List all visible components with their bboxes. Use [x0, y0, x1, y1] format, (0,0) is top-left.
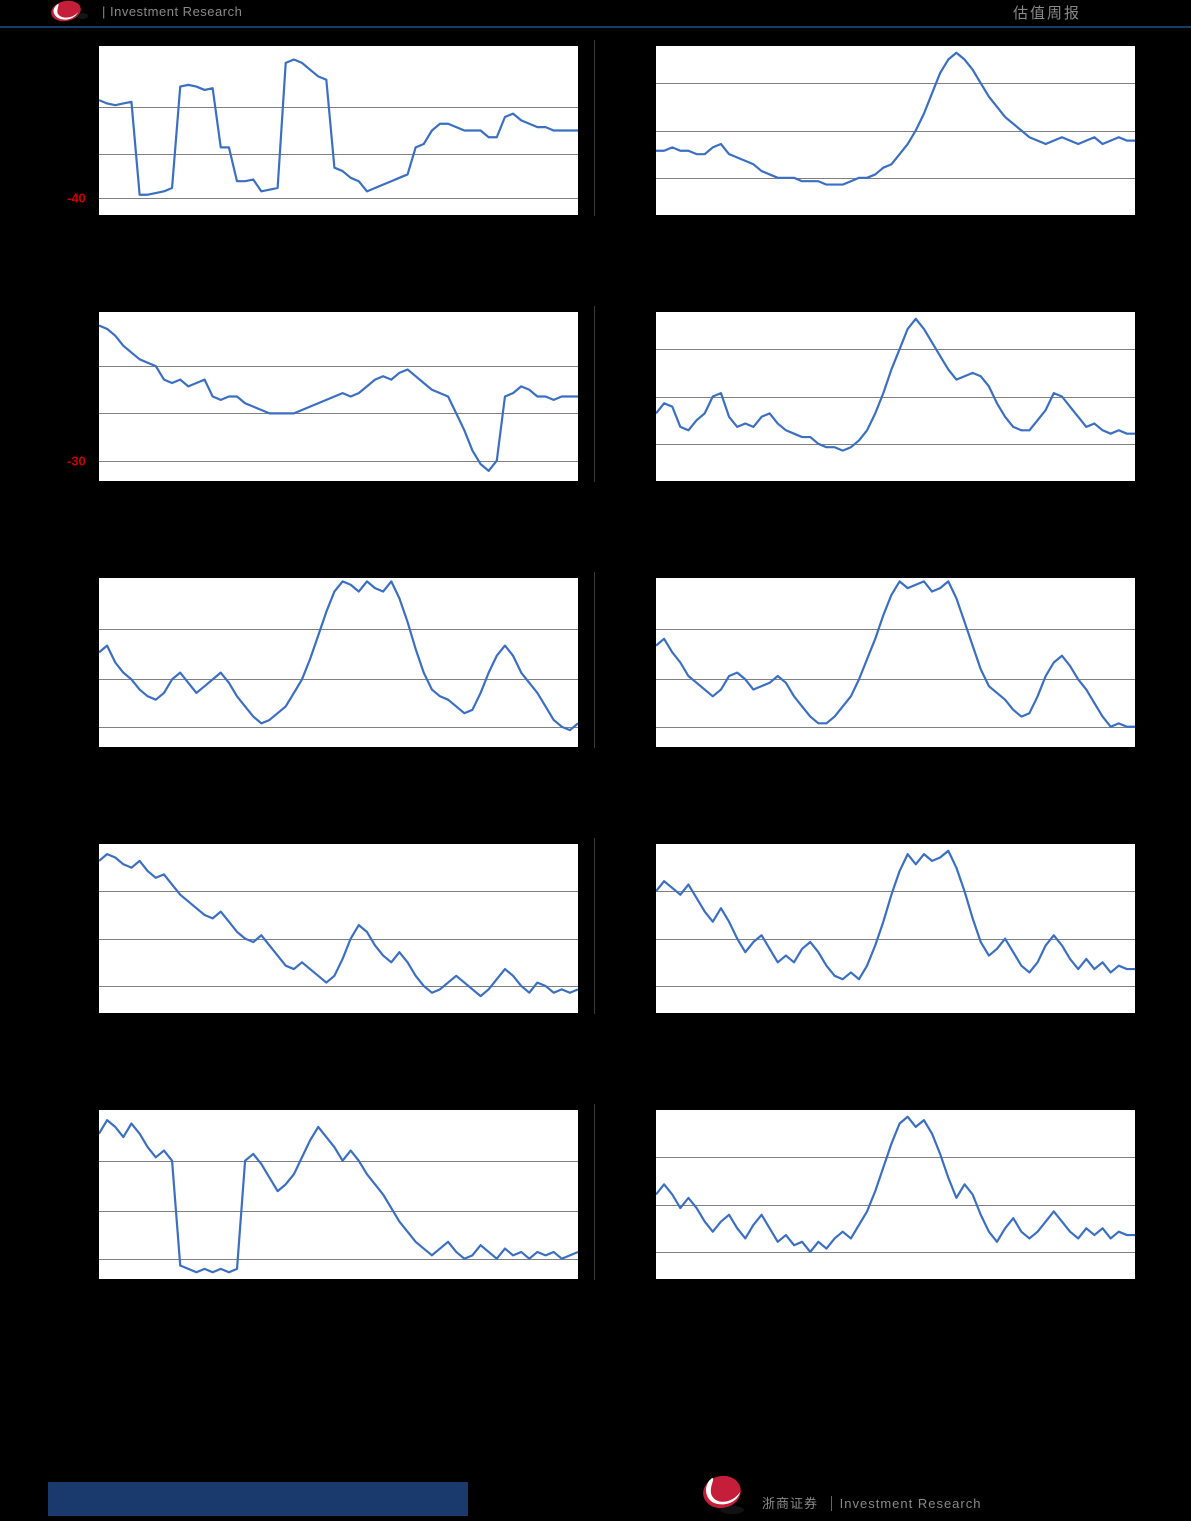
chart-series-line — [656, 46, 1135, 215]
chart-x-ticks — [99, 1279, 578, 1285]
chart-cell — [595, 838, 1142, 1014]
chart-x-ticks — [656, 1279, 1135, 1285]
header-left-block: | Investment Research — [48, 0, 242, 22]
chart-row — [48, 1104, 1143, 1280]
chart-plot-area: -40 — [98, 46, 578, 216]
chart-series-line — [99, 1110, 578, 1279]
chart-plot-area — [655, 1110, 1135, 1280]
footer-brand-block: 浙商证券 Investment Research — [700, 1472, 981, 1516]
chart-cell — [595, 40, 1142, 216]
footer-brand-text: 浙商证券 Investment Research — [762, 1493, 981, 1516]
chart-series-line — [656, 578, 1135, 747]
page-header: | Investment Research 估值周报 — [0, 0, 1191, 28]
chart-cell: -30 — [48, 306, 595, 482]
chart-series-line — [656, 1110, 1135, 1279]
footer-brand-en: Investment Research — [840, 1496, 982, 1511]
chart-row — [48, 838, 1143, 1014]
chart-cell — [48, 1104, 595, 1280]
chart-cell: -40 — [48, 40, 595, 216]
chart-y-label: -40 — [67, 191, 86, 206]
chart-cell — [48, 838, 595, 1014]
chart-x-ticks — [99, 1013, 578, 1019]
chart-series-line — [99, 578, 578, 747]
chart-plot-area — [655, 578, 1135, 748]
header-left-text: | Investment Research — [102, 4, 242, 19]
page-footer: 浙商证券 Investment Research — [0, 1468, 1191, 1516]
chart-series-line — [656, 312, 1135, 481]
chart-x-ticks — [656, 1013, 1135, 1019]
chart-plot-area — [98, 844, 578, 1014]
chart-x-ticks — [99, 481, 578, 487]
chart-row — [48, 572, 1143, 748]
chart-x-ticks — [656, 215, 1135, 221]
chart-plot-area — [98, 578, 578, 748]
chart-series-line — [99, 312, 578, 481]
chart-row: -40 — [48, 40, 1143, 216]
chart-x-ticks — [99, 215, 578, 221]
chart-cell — [595, 306, 1142, 482]
chart-y-label: -30 — [67, 453, 86, 468]
chart-x-ticks — [656, 481, 1135, 487]
chart-cell — [595, 572, 1142, 748]
chart-cell — [48, 572, 595, 748]
footer-logo-icon — [700, 1472, 748, 1516]
chart-plot-area — [655, 312, 1135, 482]
chart-plot-area — [655, 844, 1135, 1014]
chart-row: -30 — [48, 306, 1143, 482]
chart-x-ticks — [99, 747, 578, 753]
chart-series-line — [99, 46, 578, 215]
footer-accent-bar — [48, 1482, 468, 1516]
charts-grid: -40 -30 — [48, 40, 1143, 1370]
header-right-text: 估值周报 — [1013, 2, 1081, 23]
chart-series-line — [656, 844, 1135, 1013]
chart-plot-area — [655, 46, 1135, 216]
brand-logo-icon — [48, 0, 92, 22]
chart-series-line — [99, 844, 578, 1013]
chart-plot-area — [98, 1110, 578, 1280]
footer-brand-cn: 浙商证券 — [762, 1496, 818, 1511]
chart-x-ticks — [656, 747, 1135, 753]
chart-plot-area: -30 — [98, 312, 578, 482]
chart-cell — [595, 1104, 1142, 1280]
